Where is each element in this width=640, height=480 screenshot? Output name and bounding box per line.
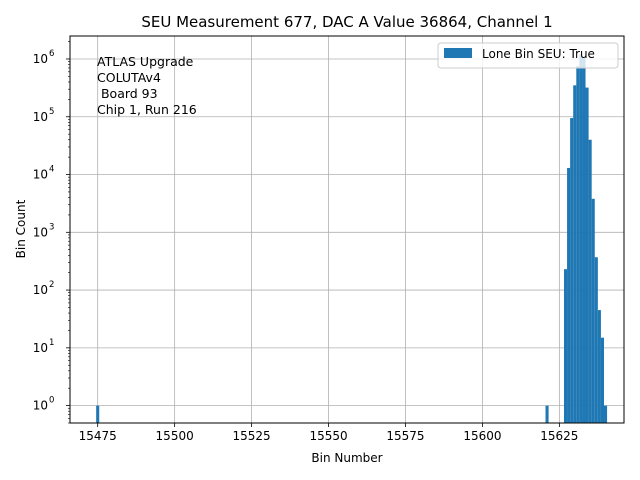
x-tick-label: 15625: [540, 429, 578, 443]
histogram-bar: [594, 257, 598, 423]
y-tick-label: 10: [33, 341, 48, 355]
y-tick-label: 10: [33, 225, 48, 239]
x-tick-label: 15550: [309, 429, 347, 443]
histogram-bar: [573, 85, 577, 423]
histogram-bar: [579, 54, 583, 423]
y-tick-exponent: 6: [49, 49, 54, 59]
annotation-line: COLUTAv4: [97, 70, 161, 85]
y-tick-exponent: 1: [49, 338, 54, 348]
histogram-bar: [597, 310, 601, 423]
x-tick-label: 15600: [463, 429, 501, 443]
y-tick-label: 10: [33, 52, 48, 66]
plot-frame: [69, 35, 625, 424]
legend-box: [437, 42, 619, 69]
y-axis-label: Bin Count: [14, 199, 28, 258]
histogram-bar: [582, 57, 586, 423]
annotation-line: ATLAS Upgrade: [97, 54, 194, 69]
histogram-bar: [570, 118, 574, 423]
x-axis-ticks: 15475 15500 15525 15550 15575 15600 15625: [79, 423, 578, 443]
histogram-bar: [603, 405, 608, 423]
y-tick-exponent: 3: [49, 222, 54, 232]
x-tick-label: 15575: [386, 429, 424, 443]
y-tick-exponent: 2: [49, 280, 54, 290]
histogram-bar: [96, 405, 100, 423]
annotation-line: Chip 1, Run 216: [97, 102, 197, 117]
annotation-line: Board 93: [97, 86, 158, 101]
x-tick-label: 15500: [156, 429, 194, 443]
histogram-bar: [600, 337, 604, 423]
chart-title: SEU Measurement 677, DAC A Value 36864, …: [141, 13, 552, 31]
y-tick-label: 10: [33, 168, 48, 182]
y-tick-exponent: 4: [49, 165, 54, 175]
histogram-bar: [563, 269, 568, 423]
y-tick-label: 10: [33, 110, 48, 124]
y-tick-label: 10: [33, 283, 48, 297]
y-tick-label: 10: [33, 399, 48, 413]
y-tick-exponent: 5: [49, 107, 54, 117]
y-tick-exponent: 0: [49, 396, 54, 406]
legend-label: Lone Bin SEU: True: [482, 47, 595, 61]
x-axis-label: Bin Number: [311, 451, 382, 465]
legend: Lone Bin SEU: True: [437, 42, 619, 69]
histogram-bar: [588, 139, 592, 424]
x-tick-label: 15475: [79, 429, 117, 443]
x-tick-label: 15525: [232, 429, 270, 443]
histogram-bar: [545, 405, 549, 423]
histogram-bars: [96, 54, 608, 424]
histogram-bar: [585, 87, 589, 424]
legend-swatch: [444, 48, 472, 58]
histogram-bar: [576, 66, 580, 424]
histogram-bar: [591, 198, 595, 423]
histogram-bar: [567, 167, 571, 423]
